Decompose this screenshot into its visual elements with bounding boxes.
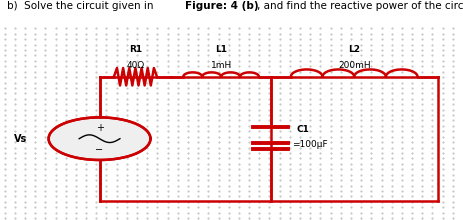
Text: b)  Solve the circuit given in: b) Solve the circuit given in bbox=[7, 1, 156, 11]
Text: L2: L2 bbox=[348, 45, 360, 54]
Text: L1: L1 bbox=[215, 45, 227, 54]
Text: Vs: Vs bbox=[14, 134, 27, 144]
Text: , and find the reactive power of the circuit.: , and find the reactive power of the cir… bbox=[257, 1, 463, 11]
Text: Figure: 4 (b): Figure: 4 (b) bbox=[185, 1, 259, 11]
Text: C1: C1 bbox=[296, 125, 309, 134]
Text: −: − bbox=[95, 145, 104, 155]
Text: R1: R1 bbox=[129, 45, 142, 54]
Text: =100μF: =100μF bbox=[292, 140, 327, 149]
Text: +: + bbox=[95, 123, 104, 133]
Circle shape bbox=[49, 117, 150, 160]
Text: 1mH: 1mH bbox=[211, 61, 232, 70]
Text: 200mH: 200mH bbox=[338, 61, 370, 70]
Text: 40Ω: 40Ω bbox=[126, 61, 144, 70]
